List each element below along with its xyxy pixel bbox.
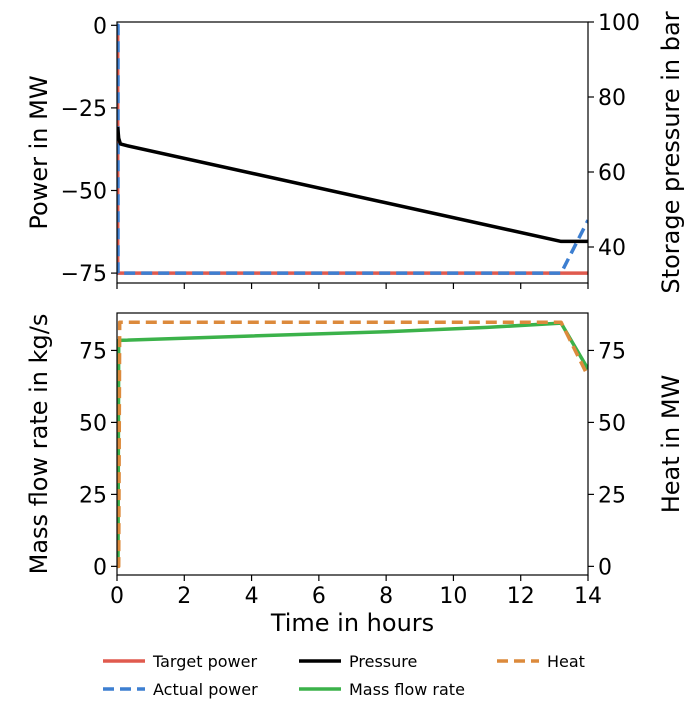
top-left-tick-label: −75 [61,262,107,287]
legend-label-mass-flow-rate: Mass flow rate [349,680,465,699]
bottom-x-tick-label: 0 [110,584,124,609]
legend-label-target-power: Target power [152,652,257,671]
legend-label-pressure: Pressure [349,652,417,671]
top-right-tick-label: 100 [598,11,640,36]
bottom-panel: 0 25 50 75 0 25 50 75 0 2 4 6 8 10 12 14 Mass flow rate … [25,312,685,637]
top-left-tick-label: −25 [61,97,107,122]
bottom-x-tick-label: 6 [312,584,326,609]
bottom-right-tick-label: 75 [598,339,626,364]
top-left-tick-label: −50 [61,179,107,204]
series-line-heat [117,320,588,569]
top-series-group [117,23,588,275]
series-line-actual-power [117,23,588,275]
bottom-left-tick-label: 75 [79,339,107,364]
top-right-tick-label: 60 [598,161,626,186]
bottom-x-tick-label: 2 [177,584,191,609]
legend-label-heat: Heat [547,652,585,671]
series-line-pressure [117,126,588,244]
top-y-axis-label: Power in MW [25,75,53,229]
bottom-x-tick-label: 4 [245,584,259,609]
legend-label-actual-power: Actual power [153,680,258,699]
bottom-x-axis-label: Time in hours [270,609,434,637]
series-line-mass-flow-rate [117,321,588,569]
top-right-tick-label: 40 [598,236,626,261]
top-y2-axis-label: Storage pressure in bar [657,11,685,293]
bottom-x-tick-label: 10 [439,584,467,609]
bottom-x-tick-label: 12 [507,584,535,609]
bottom-plot-frame [116,312,589,576]
bottom-right-tick-label: 50 [598,411,626,436]
legend: Target power Pressure Heat Actual power Mass… [103,652,585,699]
bottom-left-tick-label: 0 [93,555,107,580]
bottom-y2-axis-label: Heat in MW [657,375,685,514]
bottom-y-axis-label: Mass flow rate in kg/s [25,314,53,575]
top-left-tick-label: 0 [93,14,107,39]
bottom-series-group [117,320,588,569]
bottom-left-tick-label: 50 [79,411,107,436]
series-line-target-power [117,23,588,275]
bottom-x-tick-label: 8 [379,584,393,609]
top-plot-frame [116,21,589,284]
bottom-right-tick-label: 25 [598,483,626,508]
bottom-left-tick-label: 25 [79,483,107,508]
bottom-right-tick-label: 0 [598,555,612,580]
bottom-x-tick-label: 14 [574,584,602,609]
top-panel: 0 −25 −50 −75 40 60 80 100 Power in MW Storage pr… [25,11,685,294]
top-right-tick-label: 80 [598,86,626,111]
